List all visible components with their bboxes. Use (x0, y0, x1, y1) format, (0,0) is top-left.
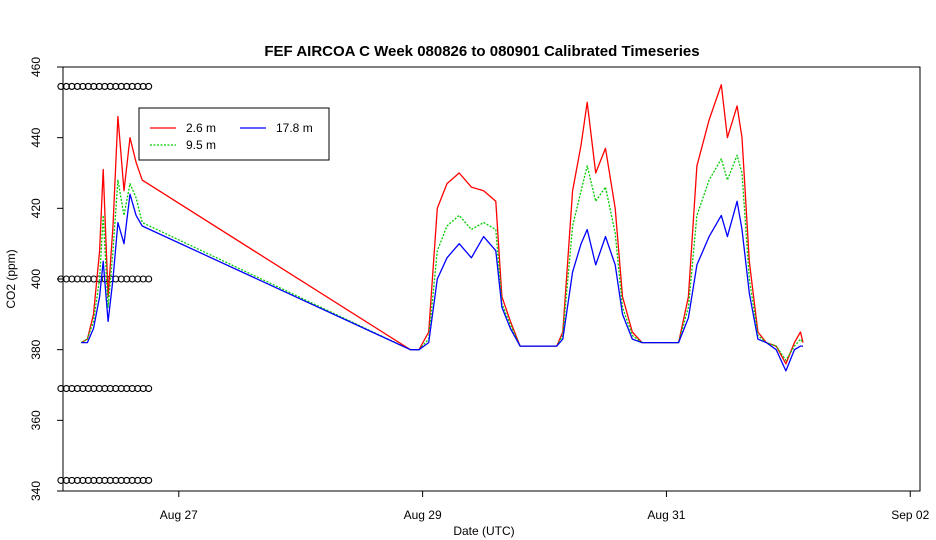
y-axis: 340 360 380 400 420 440 460 (29, 57, 64, 501)
series-lines (80, 84, 804, 372)
y-axis-label: CO2 (ppm) (4, 249, 18, 308)
legend-box (138, 107, 330, 161)
marker-row-1-point-16 (145, 275, 153, 283)
marker-row-2-point-16 (145, 384, 153, 393)
marker-row-3-point-16 (145, 476, 153, 484)
y-tick-label-4: 420 (29, 198, 43, 218)
x-tick-label-1: Aug 29 (404, 508, 442, 522)
series-line-1 (80, 154, 804, 361)
legend-label-1: 9.5 m (186, 138, 216, 152)
series-line-2 (81, 193, 803, 372)
y-tick-label-2: 380 (29, 339, 43, 359)
x-tick-label-3: Sep 02 (891, 508, 929, 522)
y-tick-label-3: 400 (29, 269, 43, 289)
x-tick-label-2: Aug 31 (647, 508, 685, 522)
x-tick-label-0: Aug 27 (160, 508, 198, 522)
x-axis: Aug 27 Aug 29 Aug 31 Sep 02 (160, 490, 930, 522)
chart-title: FEF AIRCOA C Week 080826 to 080901 Calib… (264, 43, 699, 60)
x-axis-label: Date (UTC) (453, 524, 514, 538)
sample-markers (57, 82, 153, 484)
marker-row-0-point-16 (145, 82, 153, 90)
legend-label-2: 17.8 m (276, 121, 313, 135)
y-tick-label-6: 460 (29, 57, 43, 77)
y-tick-label-0: 340 (29, 481, 43, 501)
legend-label-0: 2.6 m (186, 121, 216, 135)
legend: 2.6 m 9.5 m 17.8 m (138, 107, 330, 161)
y-tick-label-1: 360 (29, 410, 43, 430)
y-tick-label-5: 440 (29, 127, 43, 147)
